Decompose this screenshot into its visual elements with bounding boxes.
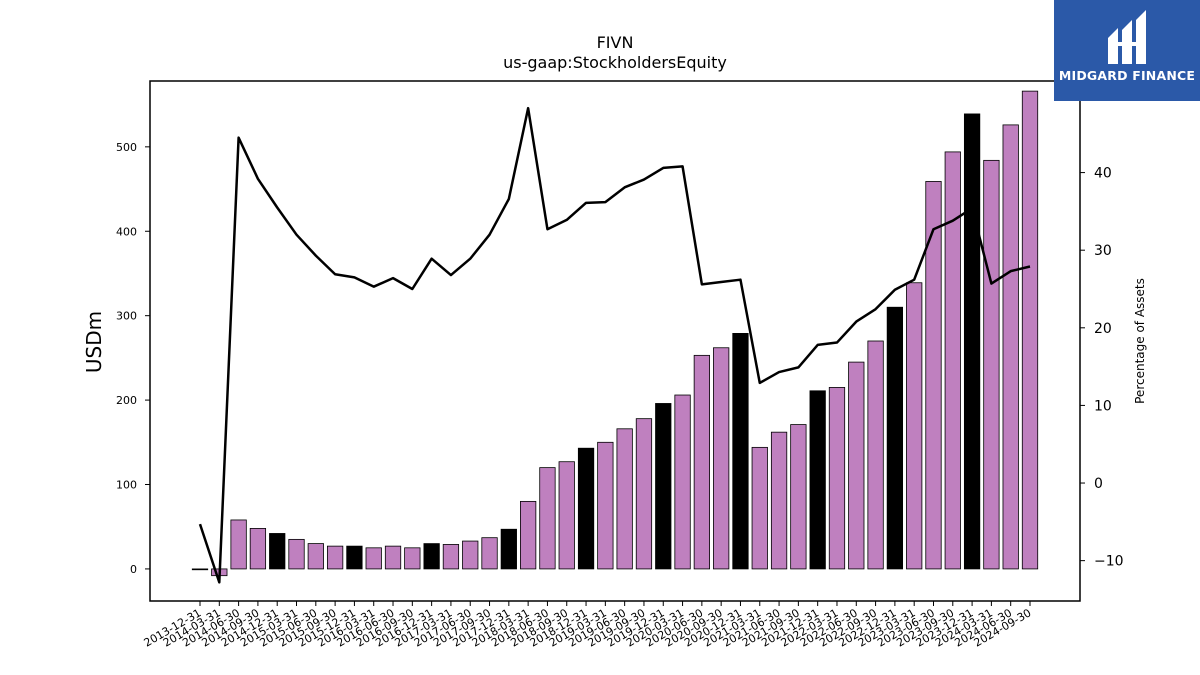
bar [288, 538, 305, 570]
y2-tick-label: 30 [1094, 243, 1112, 259]
bar [384, 545, 402, 570]
y2-tick-label: 20 [1094, 321, 1112, 337]
bar [906, 282, 923, 570]
bar [616, 428, 633, 570]
bar [249, 528, 267, 570]
bar [326, 545, 344, 570]
y-tick-label: 200 [116, 394, 137, 407]
bar [713, 347, 730, 570]
bar [230, 519, 247, 570]
bar [346, 545, 363, 570]
percentage-line [198, 106, 1031, 584]
x-axis: 2013-12-312014-03-312014-06-302014-09-30… [142, 601, 1034, 650]
y2-tick-label: −10 [1094, 554, 1124, 570]
bar [558, 461, 575, 570]
bar [693, 354, 710, 570]
bar [751, 446, 768, 570]
bar [307, 543, 324, 570]
bar [269, 533, 286, 570]
bar [886, 306, 904, 570]
y-axis-label: USDm [82, 311, 106, 373]
y2-tick-label: 10 [1094, 398, 1112, 414]
bar [770, 431, 788, 570]
y2-axis-label: Percentage of Assets [1133, 278, 1147, 404]
bar [790, 424, 807, 570]
y-tick-label: 300 [116, 310, 137, 323]
bar [365, 547, 382, 570]
y-tick-label: 0 [130, 563, 137, 576]
y-tick-label: 100 [116, 479, 137, 492]
brand-logo: MIDGARD FINANCE [1054, 0, 1200, 101]
bar [423, 543, 440, 570]
bar [442, 544, 460, 570]
bar [539, 467, 556, 570]
chart-title: FIVN [597, 33, 634, 52]
bar [191, 568, 209, 571]
y-tick-label: 400 [116, 225, 137, 238]
midgard-logo-icon [1108, 10, 1146, 64]
bar [848, 361, 865, 570]
bar [597, 441, 614, 570]
chart-subtitle: us-gaap:StockholdersEquity [503, 53, 727, 72]
bar [462, 540, 479, 570]
y2-tick-label: 40 [1094, 166, 1112, 182]
bar [828, 387, 846, 570]
y-tick-label: 500 [116, 141, 137, 154]
bar [963, 113, 981, 570]
bar [1002, 124, 1019, 570]
y2-tick-label: 0 [1094, 476, 1103, 492]
brand-name: MIDGARD FINANCE [1058, 68, 1196, 83]
bar [983, 159, 1000, 570]
y-axis-left: 0 100 200 300 400 500 [116, 141, 150, 576]
plot-frame [149, 80, 1081, 602]
bar [867, 340, 884, 570]
bar [404, 547, 421, 570]
bar-series [191, 90, 1039, 577]
bar [809, 390, 826, 570]
bar [577, 447, 595, 570]
bar [635, 418, 653, 570]
line-series [198, 106, 1031, 584]
bar [500, 528, 517, 570]
bar [944, 151, 961, 570]
bar [732, 333, 749, 570]
bar [481, 537, 498, 570]
bar [520, 500, 537, 570]
bar [655, 403, 672, 570]
bar [925, 181, 942, 570]
bar [674, 394, 691, 570]
bar [1021, 90, 1039, 570]
y-axis-right: −10 0 10 20 30 40 [1080, 166, 1124, 570]
